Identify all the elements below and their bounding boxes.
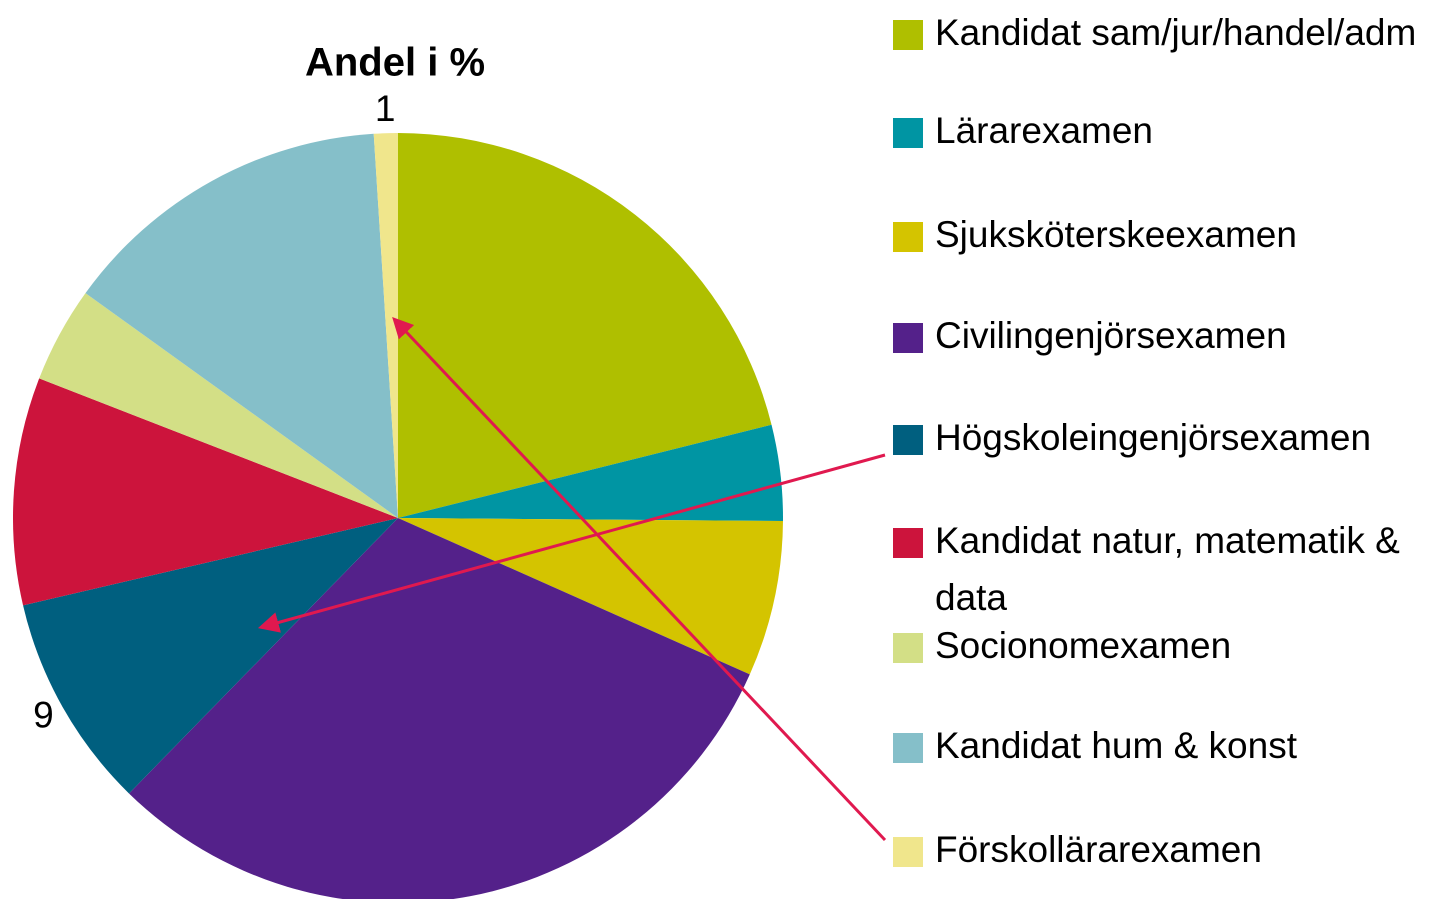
legend-label: Sjuksköterskeexamen <box>935 214 1297 255</box>
pie-slice <box>398 518 783 675</box>
chart-title: Andel i % <box>305 41 485 85</box>
legend-swatch <box>893 425 923 455</box>
legend-swatch <box>893 118 923 148</box>
legend-label: Högskoleingenjörsexamen <box>935 417 1371 458</box>
legend-label: Kandidat natur, matematik & data <box>935 520 1410 618</box>
legend-swatch <box>893 633 923 663</box>
arrow <box>257 453 886 633</box>
legend-label: Kandidat sam/jur/handel/adm <box>935 12 1416 53</box>
pie-slice <box>85 133 398 518</box>
pie-slice <box>39 293 399 518</box>
arrow <box>392 316 887 842</box>
legend-swatch <box>893 733 923 763</box>
legend-swatch <box>893 323 923 353</box>
legend-swatch <box>893 528 923 558</box>
data-label: 1 <box>375 88 396 129</box>
legend-label: Lärarexamen <box>935 110 1153 151</box>
pie: 91 <box>13 88 783 899</box>
legend: Kandidat sam/jur/handel/adm Lärarexamen Sj… <box>893 12 1416 870</box>
legend-label: Förskollärarexamen <box>935 829 1262 870</box>
legend-label: Socionomexamen <box>935 625 1231 666</box>
pie-slice <box>23 518 398 794</box>
legend-swatch <box>893 837 923 867</box>
pie-slice <box>398 424 783 522</box>
legend-swatch <box>893 20 923 50</box>
pie-slice <box>129 518 750 899</box>
legend-label: Kandidat hum & konst <box>935 725 1298 766</box>
pie-slice <box>13 378 399 606</box>
pie-slice <box>373 133 398 518</box>
data-label: 9 <box>33 695 54 736</box>
legend-swatch <box>893 222 923 252</box>
legend-label: Civilingenjörsexamen <box>935 315 1287 356</box>
